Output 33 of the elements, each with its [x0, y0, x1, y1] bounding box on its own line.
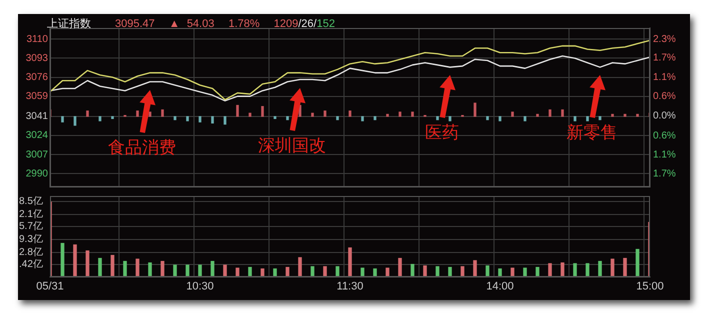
text: 2.8亿	[19, 246, 43, 259]
y2-tick-label: 1.7%	[653, 168, 676, 180]
x-tick-label: 15:00	[636, 280, 664, 293]
y-tick-label: 3059	[26, 91, 48, 102]
y-tick-label: 3110	[26, 34, 48, 45]
y2-tick-label: 1.1%	[653, 72, 676, 83]
y-tick-label: 3024	[26, 130, 48, 142]
y-tick-label: 3076	[26, 72, 48, 84]
y2-tick-label: 1.7%	[653, 52, 676, 64]
x-tick-label: 14:00	[486, 280, 514, 293]
y-tick-label: 3007	[26, 149, 48, 160]
text: 2.1亿	[19, 208, 43, 221]
annotation: 食品消费	[108, 136, 176, 159]
annotation: 新零售	[566, 122, 618, 144]
y-tick-label: 3093	[26, 52, 48, 64]
annotation: 深圳国改	[258, 134, 326, 156]
y2-tick-label: 2.3%	[653, 34, 676, 45]
x-tick-label: 10:30	[186, 280, 214, 293]
y-tick-label: 2990	[26, 168, 48, 180]
chart-subtitle: 3095.47 ▲ 54.03 1.78% 1209/26/152	[115, 18, 335, 30]
chart-title: 上证指数	[47, 18, 91, 30]
text: 5.7亿	[19, 220, 43, 234]
text: 8.5亿	[19, 195, 43, 208]
annotation: 医药	[425, 122, 459, 144]
y-tick-label: 3041	[26, 111, 48, 122]
text: .42亿	[19, 258, 43, 272]
y2-tick-label: 0.0%	[653, 110, 676, 122]
y2-tick-label: 1.1%	[653, 149, 676, 160]
text: 9.3亿	[19, 233, 43, 246]
y2-tick-label: 0.6%	[653, 90, 676, 102]
x-tick-label: 11:30	[336, 280, 364, 293]
x-tick-label: 05/31	[36, 280, 64, 293]
y2-tick-label: 0.6%	[653, 130, 676, 142]
